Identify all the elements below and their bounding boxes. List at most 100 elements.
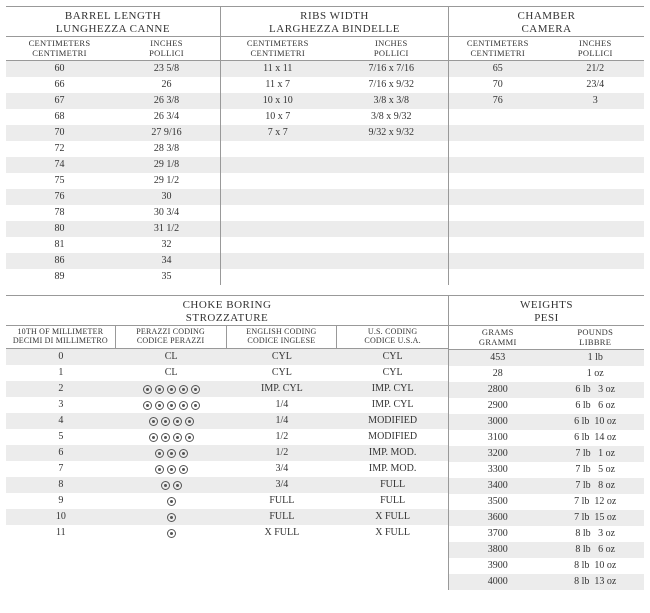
choke-dot-icon [161, 433, 170, 442]
choke-rows: 0CLCYLCYL1CLCYLCYL2IMP. CYLIMP. CYL31/4I… [6, 349, 448, 541]
choke-dot-icon [155, 449, 164, 458]
choke-perazzi [116, 383, 227, 394]
weights-pounds: 7 lb 1 oz [547, 448, 645, 459]
weights-grams: 3700 [449, 528, 547, 539]
choke-perazzi: CL [116, 367, 227, 378]
choke-us: X FULL [337, 527, 448, 538]
chamber-in: 23/4 [547, 79, 645, 90]
chamber-row [449, 173, 644, 189]
chamber-title: CHAMBER CAMERA [449, 7, 644, 37]
ribs-cm: 7 x 7 [221, 127, 335, 138]
weights-row: 34007 lb 8 oz [449, 478, 644, 494]
barrel-cm: 74 [6, 159, 113, 170]
choke-us: IMP. CYL [337, 399, 448, 410]
chamber-row: 7023/4 [449, 77, 644, 93]
weights-row: 31006 lb 14 oz [449, 430, 644, 446]
barrel-subheads: CENTIMETERS CENTIMETRI INCHES POLLICI [6, 37, 220, 61]
weights-row: 37008 lb 3 oz [449, 526, 644, 542]
barrel-row: 8634 [6, 253, 220, 269]
weights-pounds: 8 lb 13 oz [547, 576, 645, 587]
barrel-in: 35 [113, 271, 220, 282]
chamber-row [449, 141, 644, 157]
barrel-cm: 78 [6, 207, 113, 218]
choke-mm: 9 [6, 495, 116, 506]
choke-us: MODIFIED [337, 415, 448, 426]
barrel-title: BARREL LENGTH LUNGHEZZA CANNE [6, 7, 220, 37]
choke-perazzi [116, 495, 227, 506]
ribs-in: 3/8 x 3/8 [335, 95, 449, 106]
choke-english: 3/4 [227, 479, 338, 490]
choke-dot-icon [191, 385, 200, 394]
weights-grams: 28 [449, 368, 547, 379]
barrel-in: 34 [113, 255, 220, 266]
weights-grams: 453 [449, 352, 547, 363]
ribs-row [221, 269, 448, 285]
choke-mm: 2 [6, 383, 116, 394]
ribs-cm: 10 x 10 [221, 95, 335, 106]
choke-us: IMP. CYL [337, 383, 448, 394]
barrel-title-1: BARREL LENGTH [6, 10, 220, 23]
ribs-in: 7/16 x 7/16 [335, 63, 449, 74]
choke-us: MODIFIED [337, 431, 448, 442]
choke-perazzi-dots [149, 417, 194, 426]
ribs-cm: 11 x 11 [221, 63, 335, 74]
choke-english: 1/4 [227, 399, 338, 410]
ribs-subheads: CENTIMETERS CENTIMETRI INCHES POLLICI [221, 37, 448, 61]
barrel-in: 28 3/8 [113, 143, 220, 154]
ribs-row [221, 189, 448, 205]
ribs-in: 7/16 x 9/32 [335, 79, 449, 90]
choke-row: 61/2IMP. MOD. [6, 445, 448, 461]
weights-row: 281 oz [449, 366, 644, 382]
choke-english: 1/2 [227, 431, 338, 442]
barrel-cm: 60 [6, 63, 113, 74]
choke-perazzi [116, 527, 227, 538]
weights-grams: 3200 [449, 448, 547, 459]
barrel-sub-in: INCHES POLLICI [113, 37, 220, 60]
choke-row: 0CLCYLCYL [6, 349, 448, 365]
weights-row: 40008 lb 13 oz [449, 574, 644, 590]
weights-grams: 3800 [449, 544, 547, 555]
weights-pounds: 6 lb 10 oz [547, 416, 645, 427]
choke-english: 1/4 [227, 415, 338, 426]
choke-dot-icon [167, 529, 176, 538]
choke-row: 4 1/4MODIFIED [6, 413, 448, 429]
choke-dot-icon [173, 433, 182, 442]
choke-mm: 5 [6, 431, 116, 442]
choke-perazzi [116, 463, 227, 474]
barrel-row: 7529 1/2 [6, 173, 220, 189]
weights-rows: 4531 lb281 oz28006 lb 3 oz29006 lb 6 oz3… [449, 350, 644, 590]
weights-section: WEIGHTS PESI GRAMS GRAMMI POUNDS LIBBRE … [449, 296, 644, 590]
choke-dot-icon [143, 401, 152, 410]
ribs-in: 3/8 x 9/32 [335, 111, 449, 122]
ribs-section: RIBS WIDTH LARGHEZZA BINDELLE CENTIMETER… [221, 7, 449, 285]
choke-english: 1/2 [227, 447, 338, 458]
choke-dot-icon [167, 497, 176, 506]
choke-english: FULL [227, 511, 338, 522]
barrel-title-2: LUNGHEZZA CANNE [6, 23, 220, 36]
barrel-section: BARREL LENGTH LUNGHEZZA CANNE CENTIMETER… [6, 7, 221, 285]
barrel-row: 6726 3/8 [6, 93, 220, 109]
chamber-row [449, 221, 644, 237]
choke-perazzi-dots [167, 529, 176, 538]
weights-grams: 3300 [449, 464, 547, 475]
weights-grams: 4000 [449, 576, 547, 587]
barrel-row: 6023 5/8 [6, 61, 220, 77]
choke-english: CYL [227, 351, 338, 362]
weights-pounds: 7 lb 15 oz [547, 512, 645, 523]
weights-grams: 2800 [449, 384, 547, 395]
weights-grams: 3000 [449, 416, 547, 427]
weights-row: 28006 lb 3 oz [449, 382, 644, 398]
choke-mm: 4 [6, 415, 116, 426]
choke-english: CYL [227, 367, 338, 378]
chamber-row [449, 125, 644, 141]
barrel-cm: 70 [6, 127, 113, 138]
weights-grams: 3900 [449, 560, 547, 571]
choke-us: IMP. MOD. [337, 447, 448, 458]
choke-perazzi [116, 399, 227, 410]
chamber-rows: 6521/27023/4763 [449, 61, 644, 285]
choke-dot-icon [167, 401, 176, 410]
weights-pounds: 1 lb [547, 352, 645, 363]
choke-dot-icon [143, 385, 152, 394]
choke-perazzi-dots [155, 465, 188, 474]
barrel-row: 6826 3/4 [6, 109, 220, 125]
